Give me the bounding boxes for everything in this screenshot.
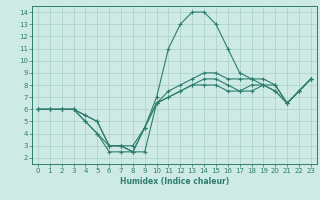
X-axis label: Humidex (Indice chaleur): Humidex (Indice chaleur) [120, 177, 229, 186]
